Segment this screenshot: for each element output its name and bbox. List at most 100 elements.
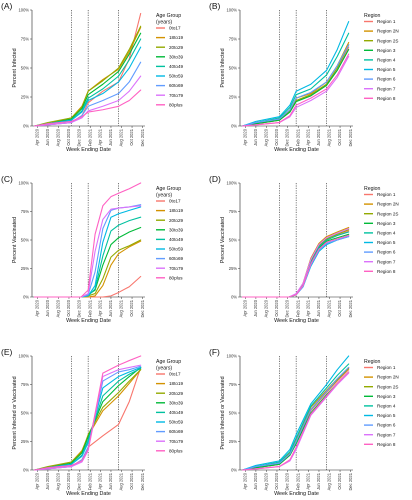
panel-a: (A) 0% 25% 50% 75% 100% Apr 2020 Jun 2020 Aug 20…	[1, 1, 183, 153]
panel-f-y-tick-label: 75%	[229, 382, 238, 387]
panel-c-x-tick-label: Dec 2021	[140, 299, 145, 317]
panel-a-legend-label: 30to39	[169, 54, 183, 59]
panel-d-x-tick-label: Apr 2020	[243, 299, 248, 316]
panel-e-x-tick-label: Aug 2020	[56, 472, 61, 490]
panel-c-legend-title: (years)	[156, 193, 172, 199]
panel-c-letter: (C)	[1, 174, 13, 184]
panel-e-x-tick-label: Apr 2020	[35, 472, 40, 489]
panel-c-x-tick-label: Apr 2021	[98, 299, 103, 316]
panel-a-y-tick-label: 50%	[21, 65, 30, 70]
panel-a-y-tick-label: 75%	[21, 36, 30, 41]
panel-c-y-tick-label: 75%	[21, 209, 30, 214]
panel-f-legend-label: Region 7	[377, 432, 396, 437]
panel-c-legend-title: Age Group	[156, 186, 181, 192]
panel-c-legend-label: 20to29	[169, 218, 183, 223]
panel-f-legend-label: Region 1	[377, 365, 396, 370]
panel-e-legend-label: 50to59	[169, 420, 183, 425]
panel-c-series-50to59	[33, 206, 142, 298]
panel-a-x-tick-label: Feb 2021	[87, 128, 92, 146]
panel-c-series-70to79	[33, 205, 142, 298]
panel-d-x-tick-label: Jun 2021	[316, 299, 321, 317]
panel-d-x-tick-label: Apr 2021	[306, 299, 311, 316]
panel-e-x-tick-label: Dec 2020	[77, 472, 82, 490]
panel-b-legend-label: Region 3	[377, 48, 396, 53]
panel-f-legend-label: Region 2N	[377, 375, 399, 380]
panel-a-legend-label: 0to17	[169, 26, 181, 31]
panel-a-y-tick-label: 0%	[23, 123, 29, 128]
panel-e-series-50to59	[33, 366, 142, 471]
panel-d-series-region-6	[241, 236, 350, 298]
panel-e-legend-title: Age Group	[156, 359, 181, 365]
panel-a-x-tick-label: Oct 2020	[66, 128, 71, 145]
panel-a-y-tick-label: 25%	[21, 94, 30, 99]
panel-a-x-tick-label: Jun 2020	[45, 128, 50, 146]
panel-e-legend-label: 70to79	[169, 439, 183, 444]
panel-b-series-region-8	[241, 53, 350, 127]
panel-b-legend-label: Region 1	[377, 19, 396, 24]
panel-f-x-tick-label: Feb 2021	[295, 472, 300, 490]
panel-c-series-30to39	[33, 226, 142, 298]
panel-a-x-axis-title: Week Ending Date	[66, 147, 111, 153]
panel-e-x-tick-label: Oct 2020	[66, 472, 71, 489]
panel-c-x-tick-label: Jun 2020	[45, 299, 50, 317]
panel-a-legend-label: 60to69	[169, 83, 183, 88]
panel-a-legend: Age Group(years)0to17 18to19 20to29 30to39 4…	[156, 13, 183, 107]
panel-d-legend-label: Region 7	[377, 259, 396, 264]
panel-c-legend-label: 50to59	[169, 247, 183, 252]
panel-e-series-30to39	[33, 366, 142, 471]
panel-b-legend-label: Region 6	[377, 77, 396, 82]
panel-a-legend-label: 40to49	[169, 64, 183, 69]
panel-d: (D) 0% 25% 50% 75% 100% Apr 2020 Jun 2020 Aug 20…	[209, 174, 399, 324]
panel-c-y-tick-label: 0%	[23, 294, 29, 299]
panel-c-legend-label: 70to79	[169, 266, 183, 271]
panel-a-y-axis-title: Percent Infected	[12, 48, 18, 87]
panel-b-y-tick-label: 0%	[231, 123, 237, 128]
panel-e-y-tick-label: 0%	[23, 467, 29, 472]
panel-d-legend-label: Region 8	[377, 269, 396, 274]
panel-e-series-40to49	[33, 367, 142, 471]
panel-e-legend-title: (years)	[156, 366, 172, 372]
panel-c-series-40to49	[33, 216, 142, 298]
panel-b-x-tick-label: Apr 2021	[306, 128, 311, 145]
panel-f-legend-label: Region 4	[377, 404, 396, 409]
panel-d-legend-label: Region 5	[377, 240, 396, 245]
panel-e: (E) 0% 25% 50% 75% 100% Apr 2020 Jun 2020 Aug 20…	[1, 347, 183, 497]
panel-a-x-tick-label: Jun 2021	[108, 128, 113, 146]
panel-e-legend-label: 0to17	[169, 372, 181, 377]
panel-f-y-tick-label: 25%	[229, 439, 238, 444]
panel-b-legend-label: Region 5	[377, 67, 396, 72]
panel-e-y-tick-label: 50%	[21, 410, 30, 415]
panel-c-y-tick-label: 25%	[21, 266, 30, 271]
panel-f-y-axis-title: Percent Infected or Vaccinated	[220, 376, 226, 449]
panel-e-x-axis-title: Week Ending Date	[66, 491, 111, 497]
panel-b-x-tick-label: Apr 2020	[243, 128, 248, 145]
panel-e-y-tick-label: 100%	[19, 353, 30, 358]
panel-e-y-tick-label: 75%	[21, 382, 30, 387]
panel-e-series-80plus	[33, 355, 142, 471]
panel-c-x-tick-label: Jun 2021	[108, 299, 113, 317]
panel-f-x-tick-label: Dec 2020	[285, 472, 290, 490]
panel-f-x-tick-label: Aug 2020	[264, 472, 269, 490]
panel-e-legend-label: 18to19	[169, 381, 183, 386]
panel-c-x-tick-label: Aug 2021	[119, 299, 124, 317]
panel-c-x-axis-title: Week Ending Date	[66, 318, 111, 324]
panel-d-letter: (D)	[209, 174, 221, 184]
panel-b-series-region-2n	[241, 41, 350, 127]
panel-b-x-tick-label: Oct 2021	[337, 128, 342, 145]
panel-d-series-region-5	[241, 236, 350, 298]
panel-a-series-20to29	[33, 25, 142, 127]
panel-c-legend-label: 0to17	[169, 199, 181, 204]
panel-f-x-tick-label: Aug 2021	[327, 472, 332, 490]
panel-c-legend: Age Group(years)0to17 18to19 20to29 30to39 4…	[156, 186, 183, 280]
panel-c-series-80plus	[33, 182, 142, 298]
panel-f-series-region-2n	[241, 366, 350, 471]
panel-c-x-tick-label: Oct 2020	[66, 299, 71, 316]
panel-a-legend-label: 70to79	[169, 93, 183, 98]
panel-d-x-tick-label: Dec 2020	[285, 299, 290, 317]
panel-e-x-tick-label: Jun 2021	[108, 472, 113, 490]
panel-f-series-region-8	[241, 371, 350, 471]
panel-d-series-region-8	[241, 234, 350, 298]
